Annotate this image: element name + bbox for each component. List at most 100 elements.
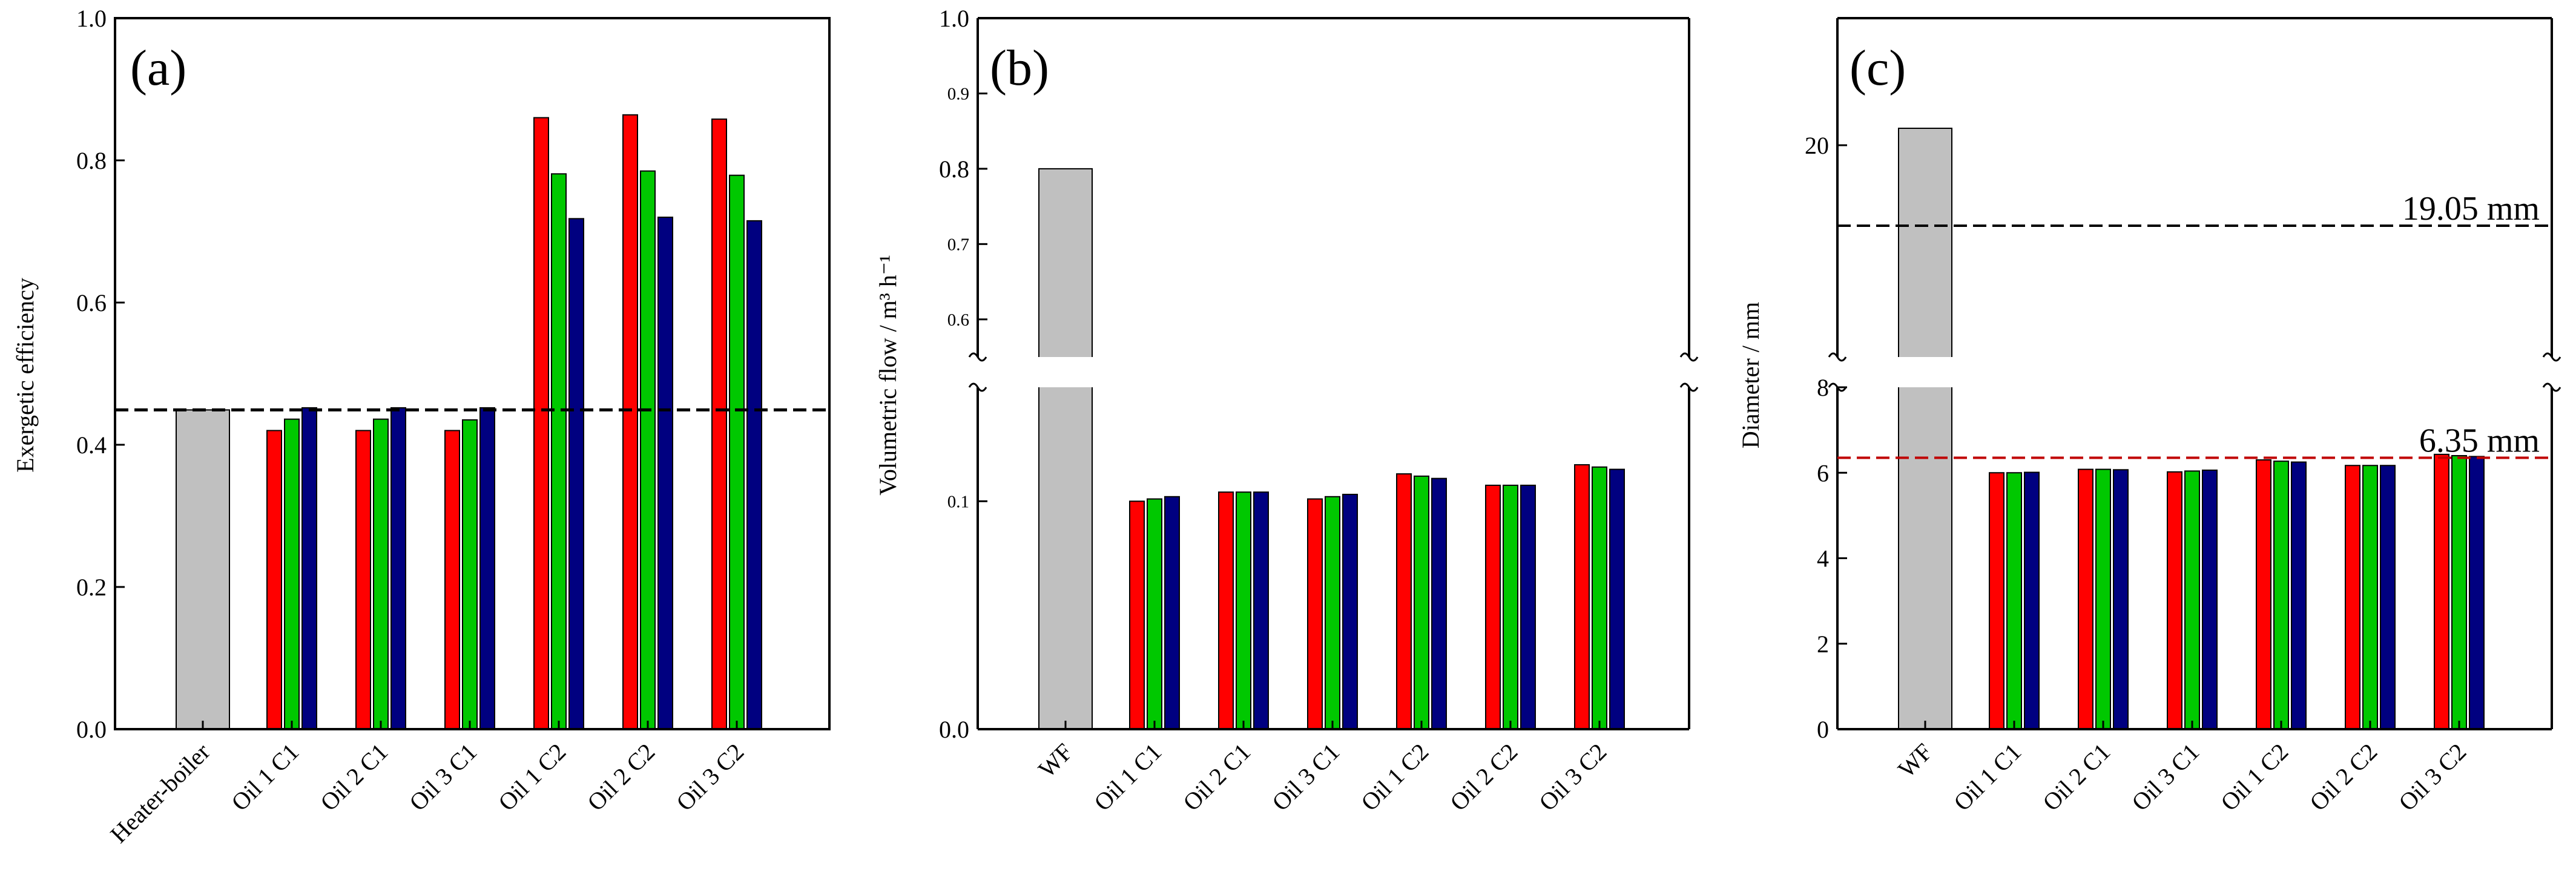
x-tick-label: Oil 1 C2 [1356, 738, 1434, 816]
bar-oil-1-c2-s1 [2256, 459, 2271, 730]
bar-oil-3-c2-s3 [746, 220, 762, 730]
y-tick-label: 0.1 [947, 492, 969, 511]
y-tick-label: 4 [1817, 545, 1829, 572]
x-tick-label: Oil 2 C2 [1444, 738, 1523, 816]
bar-oil-1-c2-s3 [2291, 461, 2307, 730]
x-tick-label: Oil 3 C2 [2393, 738, 2471, 816]
bar-oil-3-c1-s2 [1325, 496, 1340, 730]
y-tick-label: 1.0 [939, 5, 969, 32]
axis-break-mark-right-lower [1679, 382, 1699, 392]
bar-oil-1-c2-s1 [533, 117, 549, 730]
y-axis-label: Exergetic efficiency [12, 278, 39, 473]
x-tick-label: Oil 2 C1 [2037, 738, 2115, 816]
y-tick-label: 0.8 [939, 156, 969, 183]
bar-oil-2-c2-s3 [1520, 484, 1536, 730]
bar-oil-1-c1-s3 [301, 407, 317, 730]
axis-break-mark-right-upper [1679, 352, 1699, 362]
bar-oil-2-c1-s2 [373, 418, 389, 730]
axis-break-mark-left-lower [968, 382, 987, 392]
bar-oil-2-c1-s1 [2078, 468, 2093, 730]
bar-oil-2-c1-s1 [355, 430, 371, 730]
bar-oil-2-c2-s2 [2362, 465, 2378, 730]
bar-oil-2-c1-s3 [2113, 469, 2129, 730]
x-tick-label: Oil 2 C1 [1178, 738, 1256, 816]
y-tick-label: 0.8 [76, 147, 107, 174]
x-tick-label: WF [1033, 738, 1078, 783]
bar-oil-3-c1-s2 [462, 419, 478, 730]
bar-oil-2-c2-s1 [2345, 465, 2360, 730]
panel-c-diameter: 0 2 4 6 8 20 WF Oil 1 C1 Oil 2 C1 Oil 3 C1 Oil 1 C… [1737, 17, 2570, 816]
x-tick-label: Oil 1 C2 [493, 738, 571, 816]
bar-oil-1-c2-s3 [1431, 477, 1447, 730]
reference-line-label: 19.05 mm [2402, 190, 2540, 228]
bar-oil-3-c2-s1 [711, 118, 727, 730]
x-tick-label: Oil 3 C1 [1267, 738, 1345, 816]
bar-oil-2-c2-s2 [1503, 484, 1518, 730]
y-axis-label: Diameter / mm [1737, 302, 1764, 448]
bar-oil-2-c2-s1 [1485, 484, 1501, 730]
bar-oil-2-c2-s3 [2380, 465, 2396, 730]
bar-oil-3-c1-s2 [2184, 470, 2200, 730]
panel-label: (c) [1850, 40, 1906, 96]
y-tick-label: 0.6 [947, 310, 969, 330]
x-tick-label: WF [1892, 738, 1937, 783]
y-tick-label: 0.9 [947, 84, 969, 103]
x-tick-label: Oil 1 C1 [1948, 738, 2026, 816]
axis-break-gap [960, 357, 1707, 387]
bar-oil-3-c2-s1 [2434, 453, 2449, 730]
x-tick-label: Oil 3 C2 [1533, 738, 1612, 816]
bar-oil-1-c1-s2 [2006, 472, 2022, 730]
bar-oil-1-c1-s3 [1164, 496, 1180, 730]
bar-oil-3-c2-s2 [2451, 455, 2467, 730]
x-tick-label: Oil 3 C1 [2126, 738, 2204, 816]
bar-oil-1-c2-s2 [1414, 475, 1429, 730]
bar-oil-3-c1-s1 [1307, 498, 1323, 730]
y-tick-label: 0.4 [76, 431, 107, 459]
x-tick-label: Heater-boiler [105, 738, 215, 848]
plot-frame [114, 17, 831, 730]
bar-oil-2-c2-s2 [640, 170, 656, 730]
bar-oil-1-c2-s3 [568, 218, 584, 730]
y-tick-label: 20 [1805, 132, 1829, 159]
bar-oil-2-c2-s3 [657, 217, 673, 730]
x-tick-label: Oil 1 C1 [226, 738, 304, 816]
bar-oil-1-c1-s1 [1129, 500, 1145, 730]
y-axis-label: Volumetric flow / m³ h⁻¹ [874, 255, 901, 496]
bar-oil-3-c2-s3 [2469, 456, 2485, 730]
bar-oil-1-c1-s2 [284, 418, 300, 730]
bar-oil-3-c2-s3 [1609, 468, 1625, 730]
axis-break-mark-left-upper [1828, 352, 1847, 362]
bar-oil-1-c2-s1 [1396, 473, 1412, 730]
bar-oil-2-c1-s2 [1236, 491, 1251, 730]
y-tick-label: 0 [1817, 716, 1829, 743]
bar-oil-3-c1-s1 [2167, 471, 2182, 730]
x-tick-label: Oil 1 C2 [2215, 738, 2293, 816]
y-tick-label: 0.2 [76, 574, 107, 601]
x-tick-label: Oil 1 C1 [1089, 738, 1167, 816]
y-tick-label: 0.0 [939, 716, 969, 743]
bar-oil-1-c1-s2 [1147, 498, 1162, 730]
y-tick-label: 1.0 [76, 5, 107, 32]
bar-oil-3-c2-s2 [729, 174, 745, 730]
bar-oil-1-c2-s2 [2273, 460, 2289, 730]
bar-oil-2-c1-s3 [1253, 491, 1269, 730]
x-tick-label: Oil 2 C1 [315, 738, 393, 816]
bar-oil-3-c2-s2 [1592, 466, 1607, 730]
y-tick-label: 8 [1817, 374, 1829, 401]
bar-oil-3-c2-s1 [1574, 464, 1590, 730]
bar-oil-3-c1-s3 [1342, 494, 1358, 730]
bar-oil-1-c1-s1 [266, 430, 282, 730]
bar-oil-2-c1-s2 [2095, 468, 2111, 730]
x-tick-label: Oil 2 C2 [582, 738, 660, 816]
bar-oil-2-c1-s3 [390, 407, 406, 730]
bar-oil-2-c1-s1 [1218, 491, 1234, 730]
y-tick-label: 6 [1817, 459, 1829, 487]
axis-break-mark-right-upper [2542, 352, 2561, 362]
bar-wf [1898, 128, 1952, 730]
y-tick-label: 2 [1817, 631, 1829, 658]
bar-oil-3-c1-s3 [2202, 470, 2218, 730]
axis-break-mark-left-upper [968, 352, 987, 362]
bar-oil-1-c1-s1 [1989, 472, 2004, 730]
panel-b-volumetric-flow: 0.00.10.60.70.80.91.0WF Oil 1 C1 Oil 2 C1 O… [874, 5, 1707, 816]
